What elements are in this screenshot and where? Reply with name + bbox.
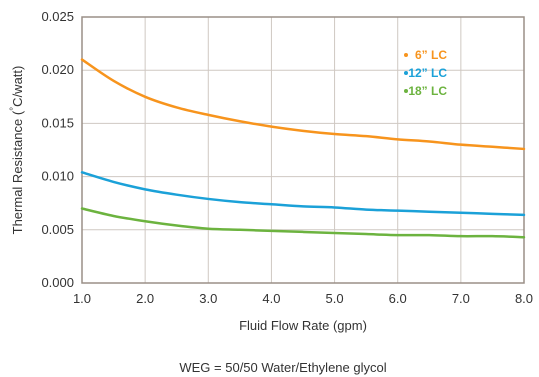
y-tick-label: 0.015	[41, 115, 74, 130]
x-tick-label: 8.0	[515, 291, 533, 306]
x-tick-label: 4.0	[262, 291, 280, 306]
legend-marker	[404, 71, 408, 75]
x-tick-label: 2.0	[136, 291, 154, 306]
series-line-2	[80, 171, 526, 217]
y-tick-label: 0.010	[41, 169, 74, 184]
x-tick-label: 1.0	[73, 291, 91, 306]
y-tick-label: 0.005	[41, 222, 74, 237]
y-axis-title: Thermal Resistance (°C/watt)	[9, 66, 25, 235]
legend-label: 6” LC	[415, 48, 447, 62]
y-tick-label: 0.025	[41, 9, 74, 24]
series-line-3	[80, 207, 526, 239]
x-tick-label: 6.0	[389, 291, 407, 306]
x-axis-title: Fluid Flow Rate (gpm)	[239, 318, 367, 333]
series-line-1	[80, 58, 526, 151]
x-tick-label: 3.0	[199, 291, 217, 306]
legend-label: 12” LC	[408, 66, 447, 80]
y-tick-label: 0.020	[41, 62, 74, 77]
x-tick-label: 7.0	[452, 291, 470, 306]
y-tick-labels: 0.000 0.005 0.010 0.015 0.020 0.025	[41, 9, 74, 290]
legend: 6” LC 12” LC 18” LC	[404, 48, 447, 98]
x-tick-label: 5.0	[326, 291, 344, 306]
legend-marker	[404, 89, 408, 93]
series-lines	[80, 58, 526, 239]
chart-caption: WEG = 50/50 Water/Ethylene glycol	[179, 360, 386, 375]
legend-label: 18” LC	[408, 84, 447, 98]
y-tick-label: 0.000	[41, 275, 74, 290]
x-tick-labels: 1.0 2.0 3.0 4.0 5.0 6.0 7.0 8.0	[73, 291, 533, 306]
legend-marker	[404, 53, 408, 57]
